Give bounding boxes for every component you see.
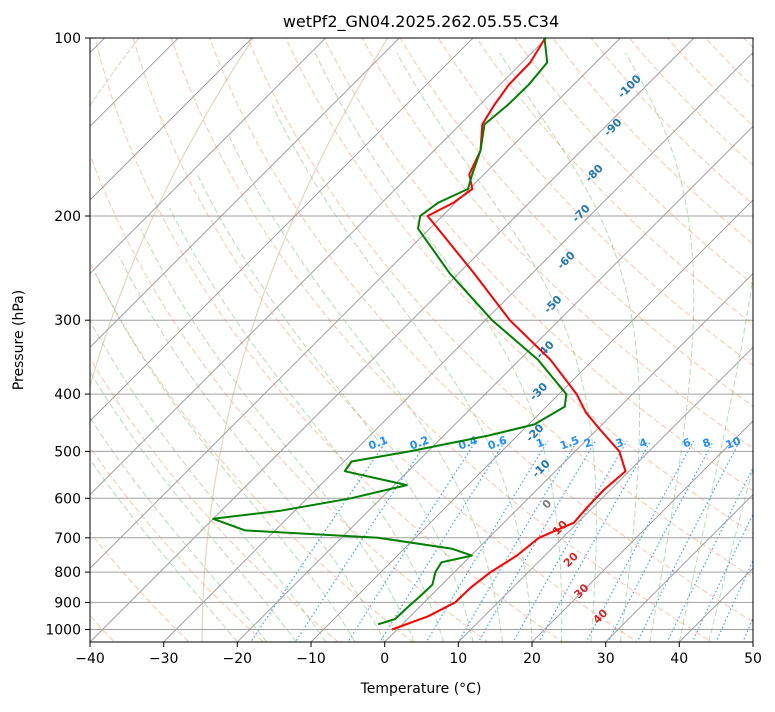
plot-frame (90, 38, 753, 642)
x-tick-label: −20 (223, 651, 253, 667)
y-axis-label: Pressure (hPa) (11, 290, 27, 390)
mixing-ratio-line (533, 441, 651, 654)
y-tick-label: 200 (54, 209, 81, 225)
isotherm (0, 25, 192, 654)
y-tick-label: 500 (54, 444, 81, 460)
y-tick-label: 100 (54, 31, 81, 47)
x-tick-label: 20 (523, 651, 541, 667)
mixing-ratio-label: 8 (701, 436, 713, 451)
dry-adiabat (206, 27, 775, 654)
x-tick-label: −40 (75, 651, 105, 667)
moist-adiabat (119, 256, 385, 642)
mixing-ratio-line (507, 441, 627, 654)
dry-adiabat (771, 27, 775, 654)
y-tick-label: 900 (54, 595, 81, 611)
mixing-ratio-line (602, 441, 713, 654)
mixing-ratio-line (452, 441, 578, 654)
dry-adiabat (55, 27, 504, 654)
y-tick-label: 400 (54, 387, 81, 403)
mixing-ratio-label: 13 (751, 434, 770, 451)
x-tick-label: −30 (149, 651, 179, 667)
mixing-ratio-label: 1 (534, 436, 546, 451)
mixing-ratio-line (757, 441, 775, 654)
x-tick-label: 50 (744, 651, 762, 667)
dry-adiabat-label: -30 (527, 380, 550, 403)
dry-adiabat-label: 0 (540, 497, 555, 512)
isotherm (4, 25, 633, 654)
y-tick-label: 1000 (45, 623, 81, 639)
isotherm (0, 25, 486, 654)
dewpoint-line (213, 38, 566, 624)
adiabat-labels: -100-90-80-70-60-50-40-30-20-10010203040… (367, 72, 775, 626)
dry-adiabat (620, 27, 775, 654)
moist-adiabat (272, 105, 532, 642)
mixing-ratio-label: 0.6 (486, 434, 509, 453)
moist-adiabat (397, 53, 597, 642)
mixing-ratio-line (711, 441, 775, 654)
dry-adiabat (0, 27, 353, 654)
isotherm (0, 25, 560, 654)
x-tick-label: 0 (380, 651, 389, 667)
x-tick-label: 30 (597, 651, 615, 667)
dry-adiabat (696, 27, 775, 654)
mixing-ratio-line (632, 441, 740, 654)
x-axis-label: Temperature (°C) (360, 681, 482, 697)
dry-adiabat-label: -80 (583, 161, 606, 184)
moist-adiabat-label: 20 (561, 550, 581, 570)
dry-adiabat (658, 27, 775, 654)
isotherm (0, 25, 413, 654)
dry-adiabat-label: -90 (601, 116, 624, 139)
mixing-ratio-label: 0.1 (367, 434, 390, 453)
y-tick-label: 600 (54, 491, 81, 507)
mixing-ratio-label: 10 (724, 434, 743, 452)
moist-adiabat-label: 30 (572, 581, 592, 601)
isotherm (741, 25, 775, 654)
dry-adiabat (0, 27, 277, 654)
dry-adiabat-label: -70 (570, 202, 593, 225)
x-tick-label: 40 (670, 651, 688, 667)
isotherm (520, 25, 775, 654)
isotherm (667, 25, 775, 654)
chart-title: wetPf2_GN04.2025.262.05.55.C34 (283, 12, 559, 32)
moist-adiabat (57, 312, 296, 643)
x-tick-label: −10 (296, 651, 326, 667)
x-tick-label: 10 (449, 651, 467, 667)
y-tick-label: 300 (54, 313, 81, 329)
mixing-ratio-label: 0.4 (457, 434, 480, 453)
dry-adiabat (733, 27, 775, 654)
dry-adiabat-label: -60 (555, 249, 578, 272)
mixing-ratio-label: 6 (681, 436, 693, 451)
dry-adiabat-label: -100 (615, 72, 644, 101)
y-tick-label: 700 (54, 531, 81, 547)
outer-curve (55, 28, 261, 654)
isotherm (0, 25, 339, 654)
moist-adiabat (626, 53, 694, 642)
dry-adiabat (17, 27, 428, 654)
dry-adiabat-label: -50 (541, 293, 564, 316)
mixing-ratio-label: 2 (582, 436, 594, 451)
isotherm (225, 25, 775, 654)
y-tick-label: 800 (54, 565, 81, 581)
dry-adiabat (281, 27, 775, 654)
background-lines (0, 25, 775, 654)
moist-adiabat (96, 273, 356, 642)
mixing-ratio-line (341, 441, 476, 654)
mixing-ratio-line (738, 441, 775, 654)
moist-adiabat (709, 53, 775, 642)
